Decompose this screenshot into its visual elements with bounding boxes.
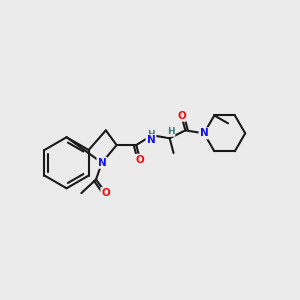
Text: O: O bbox=[177, 111, 186, 121]
Text: H: H bbox=[147, 130, 155, 139]
Text: N: N bbox=[200, 128, 208, 138]
Text: H: H bbox=[167, 127, 174, 136]
Text: N: N bbox=[147, 135, 155, 145]
Text: N: N bbox=[98, 158, 106, 168]
Text: O: O bbox=[136, 155, 145, 165]
Text: O: O bbox=[101, 188, 110, 198]
